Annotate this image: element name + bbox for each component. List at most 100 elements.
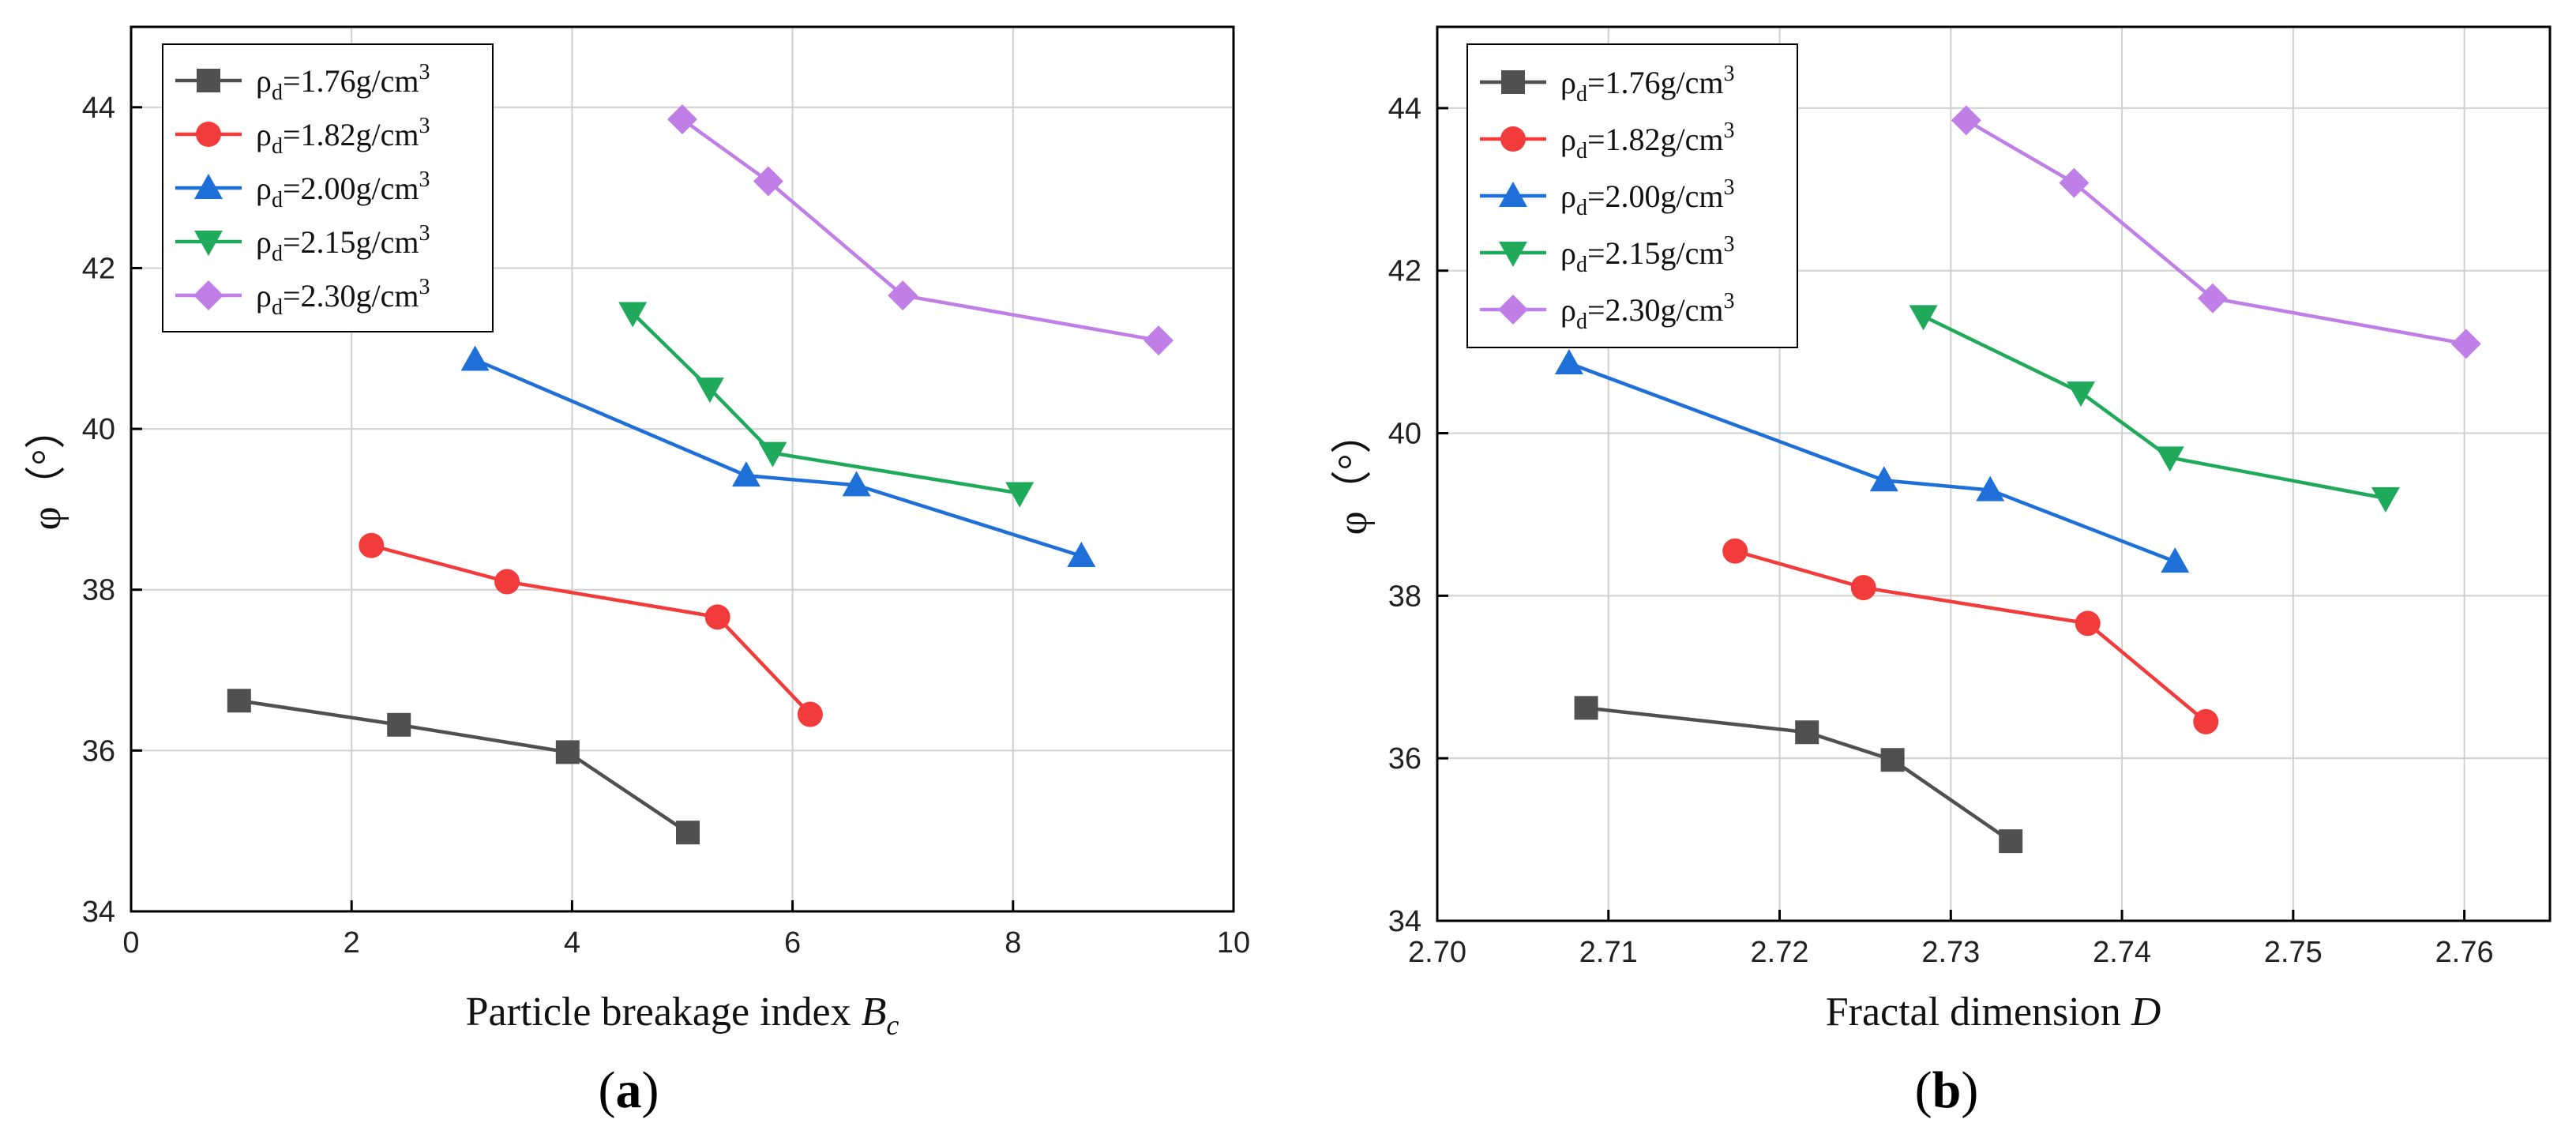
legend-label-rho: ρ (256, 63, 272, 99)
panel-label-close: ) (1961, 1061, 1978, 1119)
series-5 (1951, 105, 2481, 359)
data-point (494, 569, 520, 595)
series-3 (460, 345, 1096, 567)
x-axis-title: Particle breakage index Bc (466, 990, 899, 1041)
x-axis-title-symbol: B (862, 990, 887, 1035)
legend-label-value: =2.30g/cm (1587, 292, 1724, 328)
series-line (238, 699, 689, 835)
x-tick-label: 0 (122, 926, 139, 960)
legend-label-sup: 3 (1724, 62, 1735, 86)
legend-label-rho: ρ (256, 117, 272, 152)
legend-label-sup: 3 (1724, 175, 1735, 200)
y-tick-label: 42 (82, 252, 115, 285)
legend-marker (1498, 295, 1528, 325)
legend-label-sup: 3 (419, 167, 430, 192)
legend-label-rho: ρ (256, 224, 272, 260)
data-point (359, 532, 385, 558)
legend: ρd=1.76g/cm3ρd=1.82g/cm3ρd=2.00g/cm3ρd=2… (162, 43, 494, 332)
series-1 (227, 689, 700, 845)
legend-label: ρd=2.30g/cm3 (1560, 289, 1735, 334)
data-point (1999, 829, 2023, 854)
y-tick-label: 42 (1388, 255, 1421, 288)
data-point (1850, 575, 1876, 601)
legend-label: ρd=2.00g/cm3 (256, 167, 430, 212)
data-point (227, 689, 251, 713)
legend-label-rho: ρ (1560, 65, 1576, 100)
legend-marker (194, 174, 223, 199)
legend-item-3: ρd=2.00g/cm3 (1480, 175, 1735, 220)
data-point (618, 302, 648, 328)
y-tick-label: 36 (1388, 742, 1421, 776)
x-axis-title-text: Particle breakage index (466, 990, 862, 1035)
panel-label-open: ( (599, 1061, 616, 1119)
legend-label-rho: ρ (1560, 292, 1576, 328)
legend-label-value: =2.00g/cm (1587, 178, 1724, 214)
legend-label-rho: ρ (256, 171, 272, 206)
panel-label-letter: a (616, 1061, 642, 1119)
x-tick-label: 2.71 (1579, 936, 1638, 969)
data-point (675, 821, 700, 845)
data-point (2371, 486, 2400, 513)
legend-label-sub: d (1576, 310, 1587, 334)
data-point (888, 280, 918, 311)
plot-frame (130, 25, 1235, 913)
x-tick-label: 6 (784, 926, 801, 960)
data-point (1005, 482, 1035, 508)
x-tick-label: 8 (1004, 926, 1021, 960)
series-line (681, 118, 1159, 343)
legend-label-sub: d (272, 295, 283, 320)
x-tick-label: 2.70 (1408, 936, 1466, 969)
y-tick-label: 38 (82, 574, 115, 607)
data-point (1795, 720, 1819, 745)
panel-label: (b) (1915, 1061, 1979, 1119)
data-point (667, 104, 697, 135)
legend-label-rho: ρ (256, 278, 272, 314)
legend-label-value: =2.00g/cm (283, 171, 419, 206)
legend-marker (1501, 70, 1525, 94)
legend-label-sub: d (1576, 82, 1587, 107)
legend-marker (197, 69, 220, 92)
data-point (758, 441, 787, 468)
x-tick-label: 2.72 (1751, 936, 1809, 969)
legend-label: ρd=1.76g/cm3 (256, 60, 430, 105)
data-point (1722, 538, 1748, 564)
legend-marker (1500, 126, 1526, 152)
data-point (2161, 547, 2190, 573)
series-line (1922, 314, 2386, 501)
panel-label-letter: b (1932, 1061, 1962, 1119)
data-point (387, 712, 411, 737)
series-4 (1909, 305, 2400, 513)
data-point (2067, 381, 2096, 408)
y-tick-label: 44 (1388, 92, 1421, 126)
legend-label-sub: d (272, 81, 283, 105)
chart-panel-a: 0 2 4 6 8 10 34 36 38 40 42 44 Particle breakage ind… (24, 25, 1250, 1119)
series-line (631, 311, 1020, 495)
panel-label: (a) (599, 1061, 659, 1119)
data-point (797, 701, 823, 727)
panel-label-close: ) (642, 1061, 659, 1119)
legend-label: ρd=2.00g/cm3 (1560, 175, 1735, 220)
data-point (1067, 541, 1096, 567)
series-1 (1574, 696, 2023, 854)
legend-label: ρd=2.15g/cm3 (1560, 232, 1735, 277)
x-axis-title-text: Fractal dimension (1826, 990, 2131, 1035)
data-point (1909, 305, 1938, 331)
legend-label-sub: d (1576, 139, 1587, 163)
data-point (1574, 696, 1598, 720)
legend-label-value: =2.30g/cm (283, 278, 419, 314)
legend-marker (193, 280, 223, 310)
y-tick-label: 44 (82, 92, 115, 125)
series-line (1586, 706, 2012, 843)
legend-label-sub: d (272, 188, 283, 212)
data-point (1951, 105, 1981, 136)
data-point (2075, 610, 2101, 637)
x-tick-label: 2.76 (2435, 936, 2494, 969)
legend-label-sup: 3 (1724, 118, 1735, 143)
series-2 (1722, 538, 2219, 734)
x-axis-title-subscript: c (886, 1009, 899, 1041)
legend-item-5: ρd=2.30g/cm3 (175, 275, 430, 320)
legend-label-sup: 3 (419, 221, 430, 246)
data-point (1554, 349, 1583, 375)
legend-label-value: =1.76g/cm (1587, 65, 1724, 100)
